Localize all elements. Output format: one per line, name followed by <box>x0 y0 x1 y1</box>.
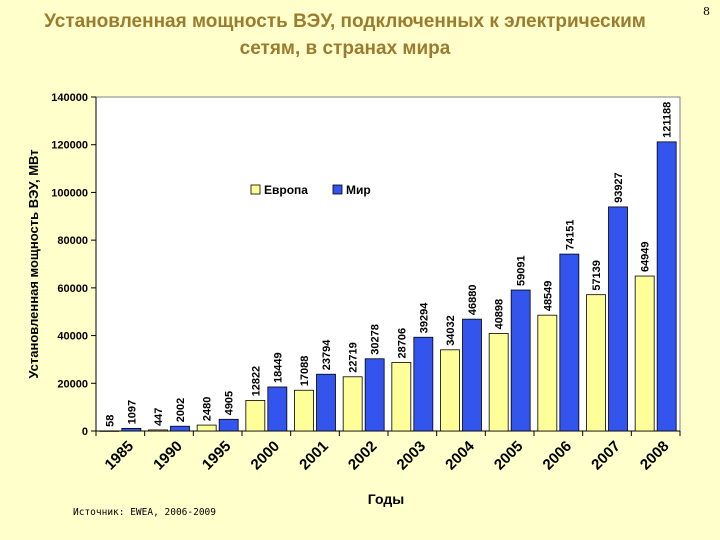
bar-europe <box>245 400 266 432</box>
y-tick-label: 120000 <box>51 140 88 152</box>
data-label: 4905 <box>224 391 236 415</box>
x-tick-label: 1995 <box>199 438 235 474</box>
bar-world <box>170 425 190 432</box>
bar-europe <box>440 349 460 432</box>
bar-world <box>218 418 239 432</box>
bar-world <box>267 386 288 432</box>
bar-world <box>559 253 580 432</box>
data-label: 121188 <box>662 102 674 138</box>
bar-europe <box>342 376 363 432</box>
y-tick-label: 40000 <box>57 331 88 343</box>
y-axis-label: Установленная мощность ВЭУ, МВт <box>26 149 41 378</box>
data-label: 23794 <box>321 339 333 370</box>
data-label: 93927 <box>613 172 625 203</box>
data-label: 48549 <box>542 281 554 312</box>
y-axis: 0 20000 40000 60000 80000 100000 120000 140000 <box>51 92 96 438</box>
plot-area <box>95 96 681 432</box>
bar-world <box>608 206 628 432</box>
x-tick-label: 1990 <box>150 438 186 474</box>
legend-label: Европа <box>264 183 308 197</box>
y-tick-label: 20000 <box>57 378 88 390</box>
data-label: 2002 <box>175 398 187 422</box>
data-label: 57139 <box>591 260 603 291</box>
data-label: 39294 <box>418 302 430 333</box>
source-note: Источник: EWEA, 2006-2009 <box>73 507 216 518</box>
x-axis-label: Годы <box>368 491 404 507</box>
bar-world <box>656 141 677 432</box>
data-label: 46880 <box>467 285 479 316</box>
data-label: 74151 <box>564 220 576 251</box>
data-label: 18449 <box>272 352 284 383</box>
x-tick-label: 2008 <box>637 438 673 474</box>
bar-world <box>413 336 434 432</box>
bar-europe <box>391 362 412 432</box>
data-label: 1097 <box>126 400 138 424</box>
bar-europe <box>99 430 120 432</box>
data-label: 59091 <box>516 255 528 286</box>
x-axis: 1985 1990 1995 2000 2001 2002 2003 2004 2005 2006… <box>95 431 681 474</box>
bar-europe <box>488 333 509 432</box>
bar-europe <box>148 429 168 432</box>
legend-swatch <box>332 184 343 195</box>
data-label: 28706 <box>396 328 408 359</box>
data-label: 34032 <box>445 315 457 346</box>
x-tick-label: 1985 <box>102 438 138 474</box>
bar-world <box>462 318 482 432</box>
y-tick-label: 0 <box>82 426 88 438</box>
x-tick-label: 2000 <box>248 438 284 474</box>
x-tick-label: 2007 <box>588 438 624 474</box>
bar-europe <box>634 275 655 432</box>
bar-europe <box>586 294 606 432</box>
x-tick-label: 2006 <box>540 438 576 474</box>
bars: 58 1097 447 2002 2480 4905 12822 18449 17088 2379… <box>99 102 677 432</box>
legend-label: Мир <box>346 183 371 197</box>
data-label: 447 <box>153 408 165 426</box>
y-tick-label: 140000 <box>51 92 88 104</box>
data-label: 58 <box>104 415 116 427</box>
chart-title: Установленная мощность ВЭУ, подключенных… <box>44 11 646 59</box>
y-tick-label: 60000 <box>57 283 88 295</box>
y-tick-label: 100000 <box>51 187 88 199</box>
page-number: 8 <box>703 5 710 18</box>
data-label: 2480 <box>202 397 214 421</box>
x-tick-label: 2004 <box>442 437 478 473</box>
data-label: 22719 <box>348 342 360 373</box>
y-tick-label: 80000 <box>57 235 88 247</box>
bar-europe <box>196 424 217 432</box>
data-label: 40898 <box>494 299 506 330</box>
bar-world <box>364 358 385 432</box>
data-label: 64949 <box>640 241 652 272</box>
data-label: 12822 <box>250 366 262 397</box>
data-label: 17088 <box>299 356 311 387</box>
bar-world <box>510 289 531 432</box>
bar-europe <box>537 314 558 432</box>
bar-europe <box>294 389 314 432</box>
x-tick-label: 2003 <box>394 438 430 474</box>
x-tick-label: 2005 <box>491 438 527 474</box>
x-tick-label: 2002 <box>345 438 381 474</box>
x-tick-label: 2001 <box>296 438 332 474</box>
data-label: 30278 <box>370 324 382 355</box>
bar-world <box>316 373 336 432</box>
legend: Европа Мир <box>250 183 371 197</box>
legend-swatch <box>250 184 261 195</box>
bar-world <box>121 427 142 432</box>
